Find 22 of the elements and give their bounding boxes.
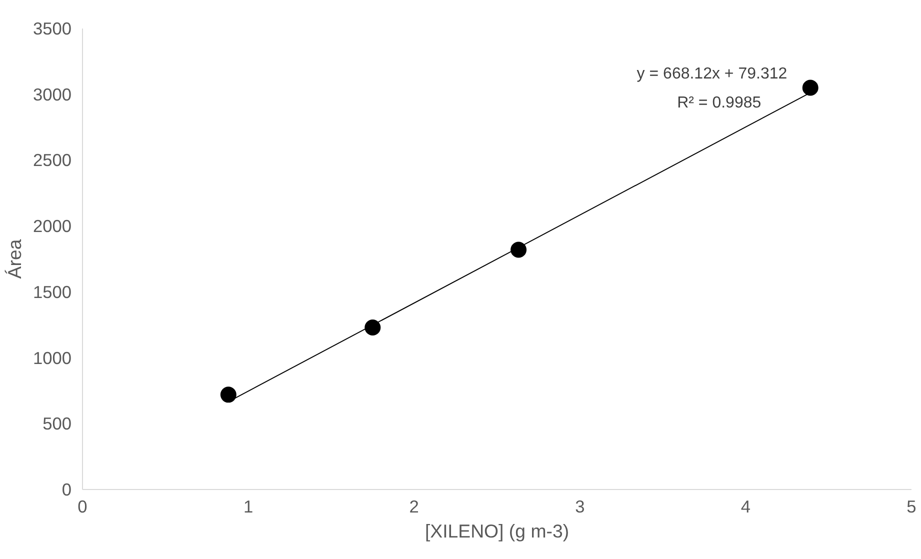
y-tick-label: 0 [62,480,72,500]
y-tick-label: 2000 [32,216,72,236]
y-tick-label: 1500 [32,282,72,302]
y-tick-label: 3000 [32,84,72,104]
point [364,320,381,336]
y-axis-title: Área [4,238,25,279]
y-tick-label: 1000 [32,348,72,368]
x-axis-title: [XILENO] (g m-3) [424,520,570,542]
x-tick-label: 0 [78,496,88,516]
x-tick-label: 2 [409,496,419,516]
point [220,386,236,403]
y-tick-label: 2500 [32,150,72,170]
x-tick-label: 3 [575,496,585,516]
annotation: R² = 0.9985 [677,94,762,112]
x-tick-label: 5 [906,496,916,516]
y-tick-label: 500 [42,414,72,434]
y-tick-label: 3500 [32,18,72,38]
x-tick-label: 4 [740,496,751,516]
x-tick-label: 1 [243,496,254,516]
point [802,80,818,96]
point [510,242,527,258]
annotation: y = 668.12x + 79.312 [636,66,788,83]
